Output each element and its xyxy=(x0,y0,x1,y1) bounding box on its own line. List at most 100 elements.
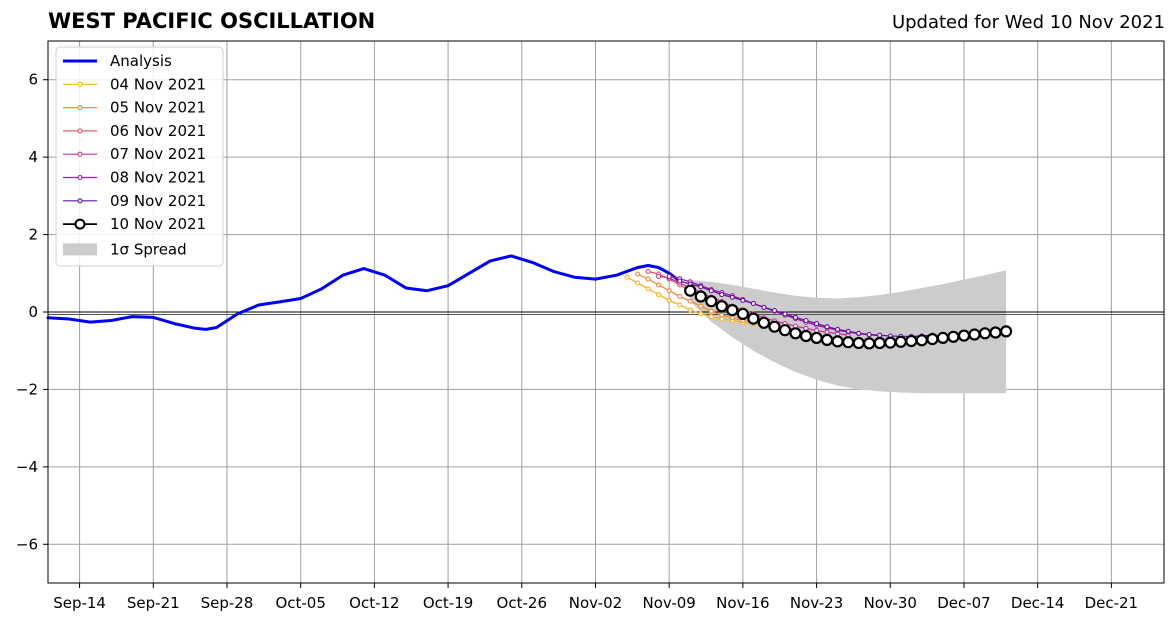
forecast-point xyxy=(792,314,799,320)
forecast-point xyxy=(968,328,981,341)
analysis-series xyxy=(46,254,682,331)
axis-ticks: Sep-14 Sep-21 Sep-28 Oct-05 Oct-12 Oct-19 Oct-… xyxy=(16,71,1138,612)
forecast-point xyxy=(873,336,886,350)
analysis-line xyxy=(46,254,682,331)
forecast-point xyxy=(719,292,725,298)
forecast-point xyxy=(884,336,897,349)
forecast-point xyxy=(957,329,971,342)
forecast-point xyxy=(677,278,683,284)
legend-swatch-marker xyxy=(77,105,83,111)
forecast-point xyxy=(687,307,693,313)
forecast-point xyxy=(708,314,714,320)
legend-label: 08 Nov 2021 xyxy=(110,169,206,187)
forecast-point xyxy=(645,286,651,292)
legend-label: 09 Nov 2021 xyxy=(110,192,206,210)
legend-label: Analysis xyxy=(110,52,172,70)
legend-swatch-marker xyxy=(77,128,83,134)
forecast-point xyxy=(824,324,830,330)
x-tick-label: Oct-26 xyxy=(497,594,547,612)
chart-title: WEST PACIFIC OSCILLATION xyxy=(48,9,376,33)
x-tick-label: Oct-05 xyxy=(275,594,325,612)
forecast-point xyxy=(877,332,883,338)
forecast-point xyxy=(810,331,823,344)
x-tick-label: Oct-12 xyxy=(349,594,399,612)
x-tick-label: Nov-09 xyxy=(642,594,695,612)
forecast-point xyxy=(694,290,707,303)
x-tick-label: Dec-21 xyxy=(1085,594,1139,612)
forecast-point xyxy=(656,292,662,298)
x-tick-label: Sep-14 xyxy=(53,594,106,612)
forecast-point xyxy=(866,331,872,338)
x-tick-label: Sep-28 xyxy=(201,594,254,612)
forecast-point xyxy=(698,284,704,290)
forecast-point xyxy=(729,294,735,300)
forecast-series xyxy=(624,268,1013,350)
y-tick-label: 6 xyxy=(28,71,38,89)
x-tick-label: Nov-16 xyxy=(716,594,769,612)
forecast-point xyxy=(845,328,851,334)
forecast-point xyxy=(771,307,778,314)
forecast-point xyxy=(736,307,750,320)
legend-swatch-marker xyxy=(74,218,86,230)
x-tick-label: Nov-30 xyxy=(864,594,917,612)
forecast-point xyxy=(684,284,697,297)
forecast-point xyxy=(656,273,662,279)
legend-box xyxy=(55,46,224,267)
forecast-point xyxy=(715,300,728,313)
forecast-point xyxy=(778,324,792,337)
legend-label: 07 Nov 2021 xyxy=(110,145,206,163)
y-tick-label: 2 xyxy=(28,226,38,244)
forecast-point xyxy=(799,329,813,343)
forecast-point xyxy=(666,297,672,303)
forecast-point xyxy=(803,317,809,324)
legend-label: 05 Nov 2021 xyxy=(110,99,206,117)
forecast-point xyxy=(708,288,714,294)
forecast-point xyxy=(687,298,693,304)
forecast-point xyxy=(915,334,928,347)
forecast-point xyxy=(635,280,641,286)
legend-swatch-marker xyxy=(77,174,83,181)
forecast-point xyxy=(719,312,725,318)
forecast-point xyxy=(803,325,809,331)
y-tick-label: −6 xyxy=(16,535,38,553)
forecast-point xyxy=(842,336,855,349)
legend-label: 1σ Spread xyxy=(110,240,187,258)
y-tick-label: 0 xyxy=(28,303,38,321)
forecast-point xyxy=(978,327,992,340)
forecast-point xyxy=(747,312,760,325)
legend-label: 10 Nov 2021 xyxy=(110,215,206,233)
legend-swatch-marker xyxy=(77,81,83,87)
legend-label: 04 Nov 2021 xyxy=(110,75,206,93)
forecast-point xyxy=(905,334,918,348)
forecast-point xyxy=(863,337,876,350)
forecast-point xyxy=(824,329,830,335)
legend-swatch-marker xyxy=(77,151,83,157)
x-tick-label: Nov-23 xyxy=(790,594,843,612)
x-tick-label: Sep-21 xyxy=(127,594,180,612)
forecast-point xyxy=(666,288,672,294)
x-tick-label: Dec-14 xyxy=(1011,594,1065,612)
x-tick-label: Oct-19 xyxy=(423,594,473,612)
forecast-point xyxy=(782,311,788,317)
forecast-point xyxy=(999,325,1013,338)
legend-swatch-spread xyxy=(63,243,97,256)
forecast-point xyxy=(698,311,704,317)
forecast-point xyxy=(852,336,865,350)
forecast-point xyxy=(656,282,662,288)
forecast-point xyxy=(677,302,683,308)
forecast-point xyxy=(708,308,714,314)
forecast-point xyxy=(947,330,960,343)
forecast-point xyxy=(635,271,641,277)
forecast-point xyxy=(926,333,939,346)
forecast-point xyxy=(761,304,767,310)
forecast-point xyxy=(831,335,844,348)
forecast-point xyxy=(989,326,1002,339)
y-tick-label: −2 xyxy=(16,380,38,398)
forecast-point xyxy=(729,315,735,321)
legend-swatch-marker xyxy=(77,198,83,204)
forecast-point xyxy=(677,293,683,300)
forecast-point xyxy=(705,295,718,308)
y-tick-label: 4 xyxy=(28,148,38,166)
y-tick-label: −4 xyxy=(16,458,38,476)
